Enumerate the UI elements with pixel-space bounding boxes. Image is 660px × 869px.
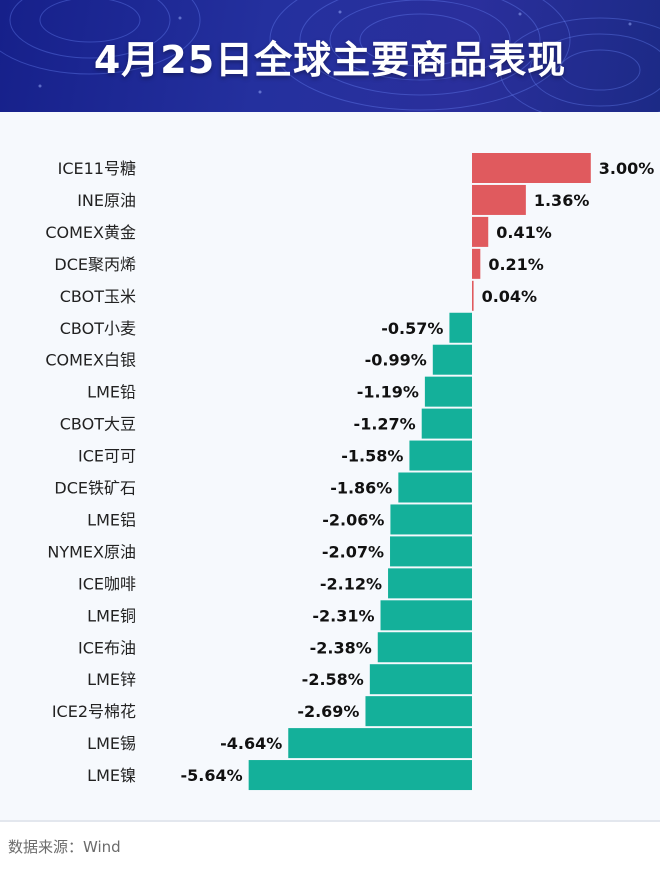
value-label: -2.58% (302, 670, 364, 689)
value-label: -0.99% (365, 351, 427, 370)
value-label: -2.69% (297, 702, 359, 721)
value-label: 0.21% (488, 255, 544, 274)
category-label: ICE布油 (78, 638, 136, 657)
bar (472, 184, 526, 215)
category-label: DCE聚丙烯 (54, 255, 136, 274)
bar (398, 472, 472, 503)
category-label: CBOT小麦 (60, 319, 136, 338)
category-label: LME铝 (87, 510, 136, 529)
bar (369, 664, 472, 695)
bar (409, 440, 472, 471)
data-source-note: 数据来源：Wind (8, 838, 121, 856)
category-label: COMEX白银 (45, 351, 136, 370)
category-label: DCE铁矿石 (54, 479, 136, 498)
value-label: 0.41% (496, 223, 552, 242)
header-banner: 4月25日全球主要商品表现 (0, 0, 660, 112)
page-title: 4月25日全球主要商品表现 (93, 37, 567, 82)
category-label: ICE2号棉花 (52, 702, 136, 721)
category-label: CBOT玉米 (60, 287, 136, 306)
value-label: 1.36% (534, 191, 590, 210)
bar (449, 312, 472, 343)
bar (472, 280, 474, 311)
value-label: 3.00% (599, 159, 655, 178)
bar (248, 760, 472, 791)
value-label: 0.04% (482, 287, 538, 306)
bar (432, 344, 472, 375)
category-label: LME锌 (87, 670, 136, 689)
contour-pattern-background (0, 0, 660, 112)
category-label: ICE11号糖 (58, 159, 136, 178)
bar (388, 568, 472, 599)
bar (424, 376, 472, 407)
value-label: -5.64% (180, 766, 242, 785)
category-label: INE原油 (77, 191, 136, 210)
category-label: CBOT大豆 (60, 415, 136, 434)
value-label: -0.57% (381, 319, 443, 338)
bar (390, 504, 472, 535)
bar (288, 728, 472, 759)
category-label: LME铅 (87, 383, 136, 402)
value-label: -2.38% (310, 638, 372, 657)
value-label: -2.31% (312, 606, 374, 625)
category-label: LME铜 (87, 606, 136, 625)
bar (380, 600, 472, 631)
value-label: -1.19% (357, 383, 419, 402)
bar (472, 153, 591, 183)
category-label: LME锡 (87, 734, 136, 753)
category-label: COMEX黄金 (45, 223, 136, 242)
value-label: -2.07% (322, 542, 384, 561)
category-label: NYMEX原油 (47, 542, 136, 561)
bar-chart: ICE11号糖 3.00% INE原油 1.36% COMEX黄金 0.41% DCE聚丙烯… (45, 153, 655, 791)
value-label: -1.86% (330, 479, 392, 498)
category-label: ICE可可 (78, 447, 136, 466)
value-label: -2.06% (322, 510, 384, 529)
category-label: LME镍 (87, 766, 136, 785)
chart-panel: ICE11号糖 3.00% INE原油 1.36% COMEX黄金 0.41% DCE聚丙烯… (0, 112, 660, 822)
bar (421, 408, 472, 439)
category-label: ICE咖啡 (78, 574, 136, 593)
value-label: -1.27% (354, 415, 416, 434)
bar (390, 536, 472, 567)
bar (377, 632, 472, 663)
bar (472, 216, 489, 247)
value-label: -2.12% (320, 574, 382, 593)
value-label: -1.58% (341, 447, 403, 466)
bar (472, 248, 481, 279)
value-label: -4.64% (220, 734, 282, 753)
bar (365, 696, 472, 727)
